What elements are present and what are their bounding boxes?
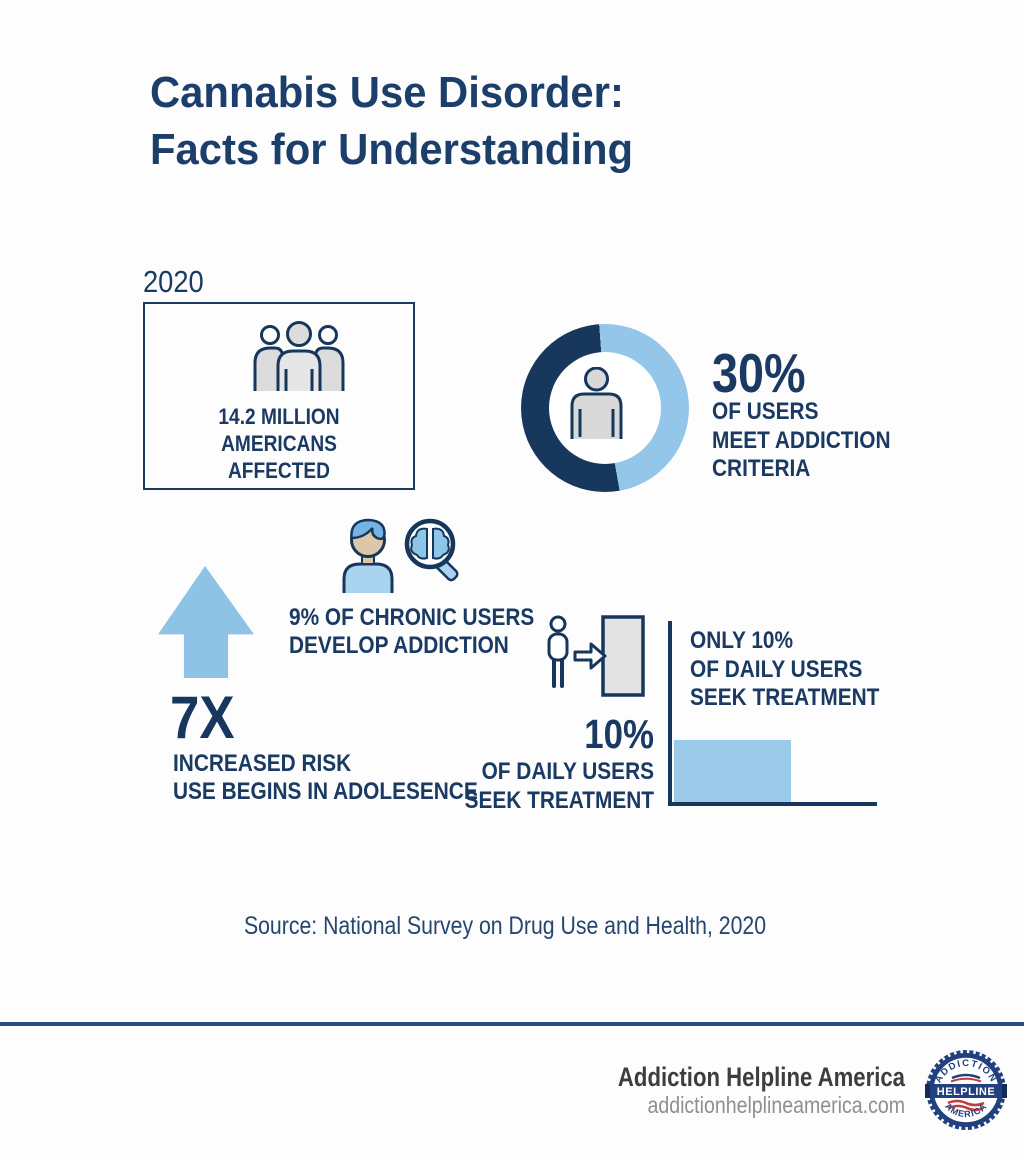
people-group-icon — [253, 321, 345, 391]
risk-multiplier-value: 7X — [170, 684, 235, 751]
treatment-pct-value: 10% — [584, 711, 654, 757]
year-label: 2020 — [143, 264, 204, 299]
person-icon — [570, 367, 623, 439]
criteria-pct: 30% — [712, 346, 822, 401]
badge-middle-text: HELPLINE — [937, 1086, 995, 1098]
person-brain-magnifier-icon — [342, 518, 459, 593]
risk-line-1: INCREASED RISK — [173, 750, 352, 777]
treatment-stat: 10% OF DAILY USERS SEEK TREATMENT — [404, 712, 654, 815]
criteria-text: OF USERS MEET ADDICTION CRITERIA — [712, 398, 922, 484]
bar-label-line-3: SEEK TREATMENT — [690, 684, 880, 711]
brand-name: Addiction Helpline America — [617, 1062, 905, 1092]
criteria-pct-value: 30% — [712, 342, 806, 404]
treatment-text: OF DAILY USERS SEEK TREATMENT — [404, 758, 654, 815]
source-citation: Source: National Survey on Drug Use and … — [145, 912, 865, 941]
title-line-2: Facts for Understanding — [150, 125, 634, 174]
treatment-line-1: OF DAILY USERS — [481, 758, 654, 785]
risk-line-2: USE BEGINS IN ADOLESENCE — [173, 777, 478, 805]
bar-chart-bar-10pct — [674, 740, 791, 802]
person-door-icon — [547, 615, 645, 697]
criteria-line-1: OF USERS — [712, 398, 819, 425]
criteria-line-2: MEET ADDICTION — [712, 426, 891, 454]
bar-chart-label: ONLY 10% OF DAILY USERS SEEK TREATMENT — [690, 627, 913, 713]
affected-line-2: AMERICANS — [221, 431, 337, 456]
up-arrow-icon — [158, 566, 254, 678]
title-line-1: Cannabis Use Disorder: — [150, 68, 624, 117]
treatment-pct: 10% — [404, 712, 654, 756]
brand-website: addictionhelplineamerica.com — [647, 1092, 905, 1118]
bar-label-line-2: OF DAILY USERS — [690, 655, 863, 683]
risk-multiplier: 7X — [170, 688, 243, 748]
bar-chart-y-axis — [668, 621, 672, 806]
footer-branding: Addiction Helpline America addictionhelp… — [400, 1062, 905, 1118]
affected-line-1: 14.2 MILLION — [218, 404, 340, 429]
treatment-line-2: SEEK TREATMENT — [464, 786, 654, 814]
criteria-line-3: CRITERIA — [712, 455, 811, 483]
affected-stat-box — [143, 302, 415, 490]
bar-chart-x-axis — [668, 802, 877, 806]
addiction-helpline-seal-icon: HELPLINE ADDICTION AMERICA — [925, 1050, 1007, 1130]
page-title: Cannabis Use Disorder: Facts for Underst… — [150, 64, 633, 178]
chronic-line-2: DEVELOP ADDICTION — [289, 631, 509, 659]
chronic-line-1: 9% OF CHRONIC USERS — [289, 604, 535, 631]
bar-label-line-1: ONLY 10% — [690, 627, 794, 654]
risk-text: INCREASED RISK USE BEGINS IN ADOLESENCE — [173, 750, 531, 805]
affected-stat-text: 14.2 MILLION AMERICANS AFFECTED — [143, 403, 415, 484]
source-text: Source: National Survey on Drug Use and … — [243, 912, 767, 940]
chronic-users-text: 9% OF CHRONIC USERS DEVELOP ADDICTION — [289, 604, 578, 659]
affected-line-3: AFFECTED — [228, 458, 330, 483]
footer-divider — [0, 1022, 1024, 1026]
